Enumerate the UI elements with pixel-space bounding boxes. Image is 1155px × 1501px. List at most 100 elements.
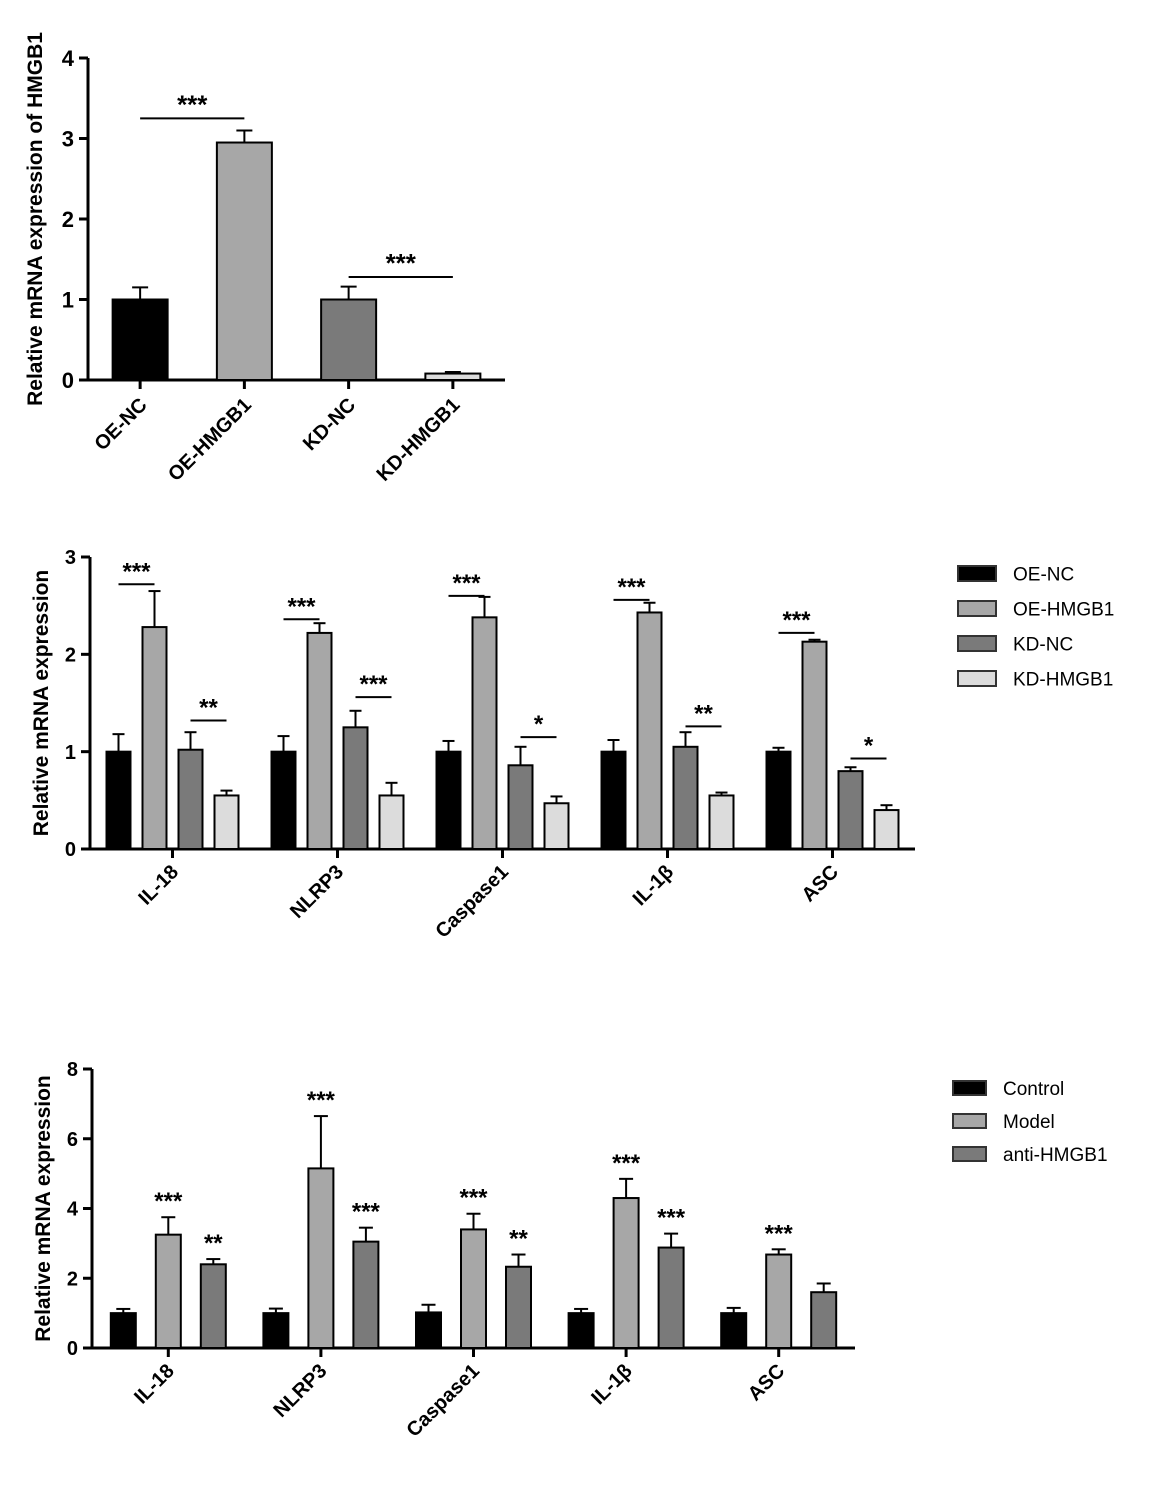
bar-KD-NC-IL-1β bbox=[672, 745, 699, 850]
bar-OE-HMGB1-IL-1β bbox=[636, 611, 663, 850]
legend-swatch-KD-NC bbox=[957, 635, 997, 652]
bar-HMGB1-OE-NC bbox=[111, 298, 169, 381]
y-tick-label: 2 bbox=[62, 207, 74, 232]
bar-KD-NC-IL-18 bbox=[177, 748, 204, 850]
legend-swatch-OE-NC bbox=[957, 565, 997, 582]
bar-anti-HMGB1-IL-1β bbox=[657, 1246, 685, 1350]
y-tick-label: 6 bbox=[67, 1129, 78, 1151]
bar-Model-ASC bbox=[765, 1253, 793, 1350]
sig-label: *** bbox=[459, 1185, 488, 1212]
y-axis-title: Relative mRNA expression of HMGB1 bbox=[24, 32, 47, 406]
bar-Control-IL-18 bbox=[109, 1312, 137, 1349]
legend-label-KD-HMGB1: KD-HMGB1 bbox=[1013, 669, 1113, 690]
sig-label: ** bbox=[199, 695, 218, 722]
legend-label-OE-NC: OE-NC bbox=[1013, 564, 1074, 585]
category-label: KD-NC bbox=[299, 394, 360, 455]
sig-label: *** bbox=[122, 558, 151, 585]
category-label: IL-18 bbox=[134, 861, 183, 910]
category-label: Caspase1 bbox=[402, 1360, 484, 1442]
legend-label-KD-NC: KD-NC bbox=[1013, 634, 1073, 655]
legend-label-OE-HMGB1: OE-HMGB1 bbox=[1013, 599, 1114, 620]
legend-swatch-Control bbox=[952, 1080, 987, 1096]
y-tick-label: 1 bbox=[62, 287, 74, 312]
y-tick-label: 0 bbox=[62, 368, 74, 393]
bar-HMGB1-KD-HMGB1 bbox=[424, 372, 482, 381]
legend-swatch-anti-HMGB1 bbox=[952, 1146, 987, 1162]
bar-Control-ASC bbox=[720, 1312, 748, 1349]
chart-treatment-panel: 0 2 4 6 8 Relative mRNA expression IL-18 NLRP3 C… bbox=[32, 1059, 1108, 1441]
bar-OE-HMGB1-Caspase1 bbox=[471, 616, 498, 851]
bar-OE-NC-IL-18 bbox=[105, 750, 132, 851]
y-axis-title: Relative mRNA expression bbox=[30, 570, 53, 837]
sig-label: ** bbox=[204, 1230, 223, 1257]
sig-label: *** bbox=[352, 1199, 381, 1226]
bar-Control-IL-1β bbox=[567, 1312, 595, 1349]
sig-label: *** bbox=[782, 607, 811, 634]
y-tick-label: 2 bbox=[65, 645, 76, 667]
bar-Control-NLRP3 bbox=[262, 1312, 290, 1349]
legend-label-anti-HMGB1: anti-HMGB1 bbox=[1003, 1145, 1108, 1166]
bar-Model-NLRP3 bbox=[307, 1167, 335, 1350]
bar-KD-HMGB1-Caspase1 bbox=[543, 802, 570, 851]
category-label: NLRP3 bbox=[286, 861, 348, 923]
bar-HMGB1-OE-HMGB1 bbox=[215, 141, 273, 381]
y-tick-label: 3 bbox=[62, 126, 74, 151]
category-label: IL-1β bbox=[587, 1360, 636, 1409]
sig-label: *** bbox=[612, 1150, 641, 1177]
sig-label: *** bbox=[287, 593, 316, 620]
chart-hmgb1-panel: 0 1 2 3 4 Relative mRNA expression of HMGB1 OE… bbox=[24, 32, 505, 486]
category-label: IL-1β bbox=[629, 861, 678, 910]
y-tick-label: 3 bbox=[65, 547, 76, 569]
y-tick-label: 0 bbox=[67, 1338, 78, 1360]
sig-label: *** bbox=[177, 89, 208, 119]
sig-label: *** bbox=[386, 248, 417, 278]
category-label: Caspase1 bbox=[431, 861, 513, 943]
bar-OE-NC-ASC bbox=[765, 750, 792, 851]
sig-label: *** bbox=[765, 1220, 794, 1247]
bar-OE-NC-NLRP3 bbox=[270, 750, 297, 851]
category-label: OE-NC bbox=[91, 394, 152, 455]
bar-OE-NC-IL-1β bbox=[600, 750, 627, 851]
bar-KD-HMGB1-ASC bbox=[873, 809, 900, 850]
sig-label: *** bbox=[307, 1087, 336, 1114]
sig-label: *** bbox=[657, 1205, 686, 1232]
sig-label: ** bbox=[509, 1226, 528, 1253]
y-tick-label: 0 bbox=[65, 839, 76, 861]
sig-label: * bbox=[864, 732, 874, 759]
category-label: IL-18 bbox=[130, 1360, 179, 1409]
bar-OE-HMGB1-ASC bbox=[801, 640, 828, 850]
legend-label-Model: Model bbox=[1003, 1112, 1055, 1133]
y-tick-label: 4 bbox=[62, 46, 75, 71]
bar-KD-HMGB1-NLRP3 bbox=[378, 794, 405, 851]
bar-OE-NC-Caspase1 bbox=[435, 750, 462, 851]
bar-OE-HMGB1-IL-18 bbox=[141, 626, 168, 851]
category-label: ASC bbox=[798, 861, 843, 906]
y-tick-label: 1 bbox=[65, 742, 76, 764]
category-label: KD-HMGB1 bbox=[373, 394, 465, 486]
sig-label: *** bbox=[617, 574, 646, 601]
category-label: ASC bbox=[744, 1360, 789, 1405]
category-label: NLRP3 bbox=[270, 1360, 332, 1422]
bar-KD-NC-Caspase1 bbox=[507, 764, 534, 850]
sig-label: *** bbox=[154, 1188, 183, 1215]
bar-OE-HMGB1-NLRP3 bbox=[306, 631, 333, 850]
sig-label: *** bbox=[452, 570, 481, 597]
bar-Control-Caspase1 bbox=[415, 1311, 442, 1349]
chart-oe-kd-panel: 0 1 2 3 Relative mRNA expression IL-18 NLRP3 Ca… bbox=[30, 547, 1114, 942]
legend-label-Control: Control bbox=[1003, 1079, 1064, 1100]
bar-KD-HMGB1-IL-1β bbox=[708, 794, 735, 851]
legend-swatch-KD-HMGB1 bbox=[957, 670, 997, 687]
category-label: OE-HMGB1 bbox=[164, 394, 256, 486]
bar-KD-HMGB1-IL-18 bbox=[213, 794, 240, 851]
bar-anti-HMGB1-ASC bbox=[810, 1291, 838, 1349]
y-tick-label: 4 bbox=[67, 1199, 79, 1221]
bar-anti-HMGB1-Caspase1 bbox=[505, 1265, 532, 1349]
legend-swatch-Model bbox=[952, 1113, 987, 1129]
bar-KD-NC-NLRP3 bbox=[342, 726, 369, 850]
bar-Model-Caspase1 bbox=[460, 1228, 487, 1350]
sig-label: * bbox=[534, 711, 544, 738]
bar-HMGB1-KD-NC bbox=[320, 298, 378, 381]
sig-label: ** bbox=[694, 700, 713, 727]
